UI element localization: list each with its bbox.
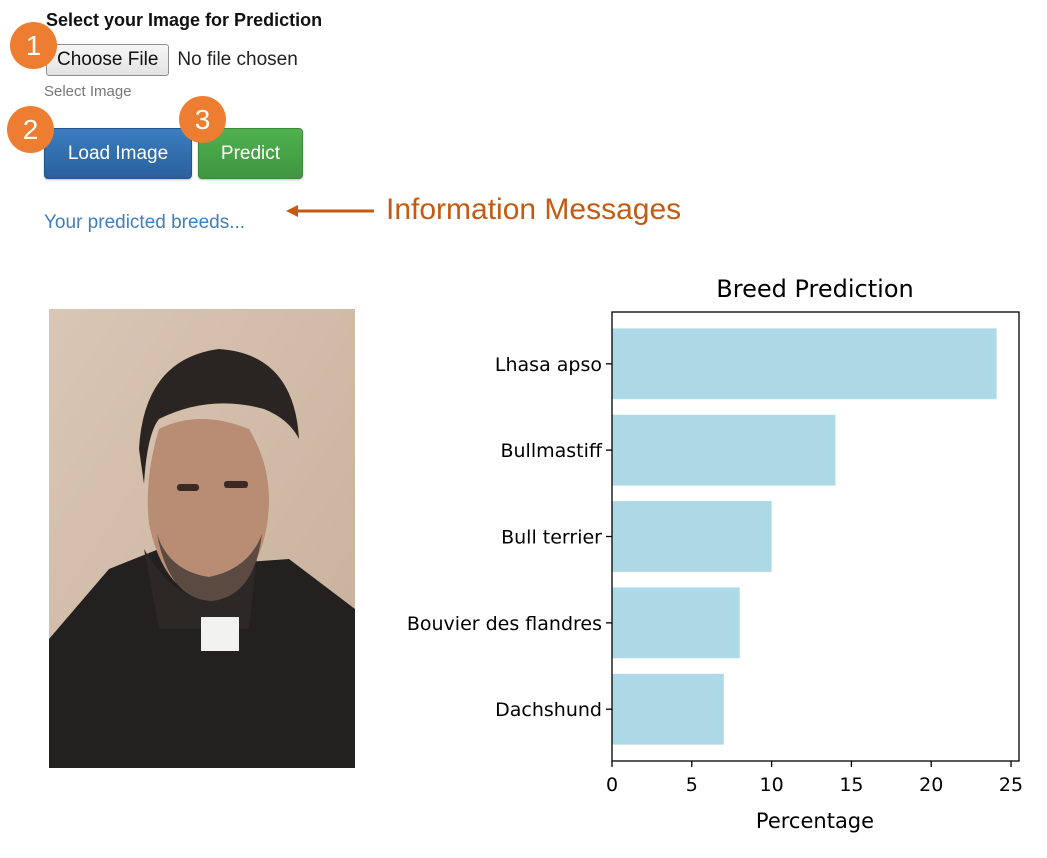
x-tick-label: 25 <box>999 774 1023 796</box>
x-tick-label: 0 <box>606 774 618 796</box>
annotation-arrow-icon <box>286 205 374 217</box>
y-tick-label: Bull terrier <box>501 527 602 549</box>
select-image-hint: Select Image <box>44 83 132 100</box>
bar-bull-terrier <box>612 501 772 572</box>
uploaded-photo <box>49 309 355 768</box>
x-tick-label: 10 <box>760 774 784 796</box>
y-tick-label: Bouvier des flandres <box>407 613 602 635</box>
step-badge-3: 3 <box>179 96 226 143</box>
x-axis-label: Percentage <box>756 809 874 833</box>
y-tick-label: Lhasa apso <box>495 354 602 376</box>
y-tick-label: Bullmastiff <box>500 440 602 462</box>
y-tick-label: Dachshund <box>495 699 602 721</box>
step-badge-2: 2 <box>7 106 54 153</box>
annotation-label: Information Messages <box>386 193 682 226</box>
x-tick-label: 20 <box>919 774 943 796</box>
bar-bouvier-des-flandres <box>612 587 740 659</box>
predict-button[interactable]: Predict <box>198 128 303 179</box>
bar-bullmastiff <box>612 414 836 486</box>
file-status-text: No file chosen <box>177 49 298 70</box>
chart-title: Breed Prediction <box>716 275 913 303</box>
x-tick-label: 15 <box>839 774 863 796</box>
step-badge-1: 1 <box>10 22 57 69</box>
load-image-button[interactable]: Load Image <box>44 128 192 179</box>
bar-lhasa-apso <box>612 328 997 400</box>
form-title: Select your Image for Prediction <box>46 10 323 30</box>
choose-file-button[interactable]: Choose File <box>46 44 170 76</box>
info-message: Your predicted breeds... <box>44 212 246 233</box>
x-tick-label: 5 <box>686 774 698 796</box>
bar-dachshund <box>612 673 724 745</box>
file-input-row: Choose File No file chosen <box>46 44 298 76</box>
